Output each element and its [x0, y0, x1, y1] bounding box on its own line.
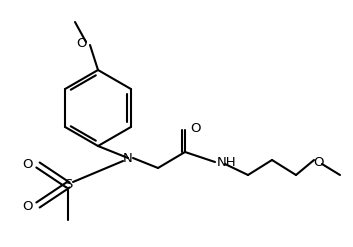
Text: O: O: [190, 122, 201, 135]
Text: O: O: [23, 158, 33, 170]
Text: O: O: [77, 38, 87, 50]
Text: S: S: [64, 179, 72, 191]
Text: N: N: [123, 151, 133, 165]
Text: O: O: [23, 200, 33, 212]
Text: NH: NH: [217, 156, 237, 168]
Text: O: O: [313, 156, 323, 168]
